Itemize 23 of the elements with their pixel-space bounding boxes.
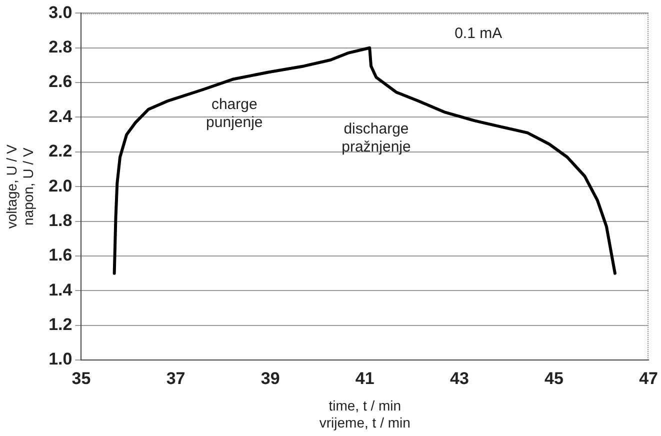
x-tick-label: 47 [639,368,658,388]
y-tick-label: 2.8 [48,38,72,57]
y-tick-label: 2.2 [48,142,72,161]
y-tick-label: 3.0 [48,2,72,22]
y-axis-title: voltage, U / V napon, U / V [3,144,36,229]
y-tick-label: 1.2 [48,315,72,334]
x-axis-title: time, t / min vrijeme, t / min [319,398,410,430]
annotation: 0.1 mA [454,25,502,42]
x-tick-label: 43 [450,368,469,388]
x-tick-label: 39 [260,368,280,388]
x-tick-label: 41 [355,368,374,388]
y-tick-label: 2.0 [48,176,72,196]
y-tick-label: 1.8 [48,210,72,230]
x-tick-label: 35 [72,368,91,388]
y-tick-label: 2.6 [48,72,72,92]
annotation: charge punjenje [206,96,263,132]
y-tick-label: 1.6 [48,246,72,265]
x-tick-label: 45 [544,368,564,388]
x-tick-label: 37 [166,368,186,388]
y-tick-label: 2.4 [48,106,73,126]
y-tick-label: 1.4 [48,280,73,300]
annotation: discharge pražnjenje [342,120,411,156]
y-tick-label: 1.0 [48,350,72,369]
